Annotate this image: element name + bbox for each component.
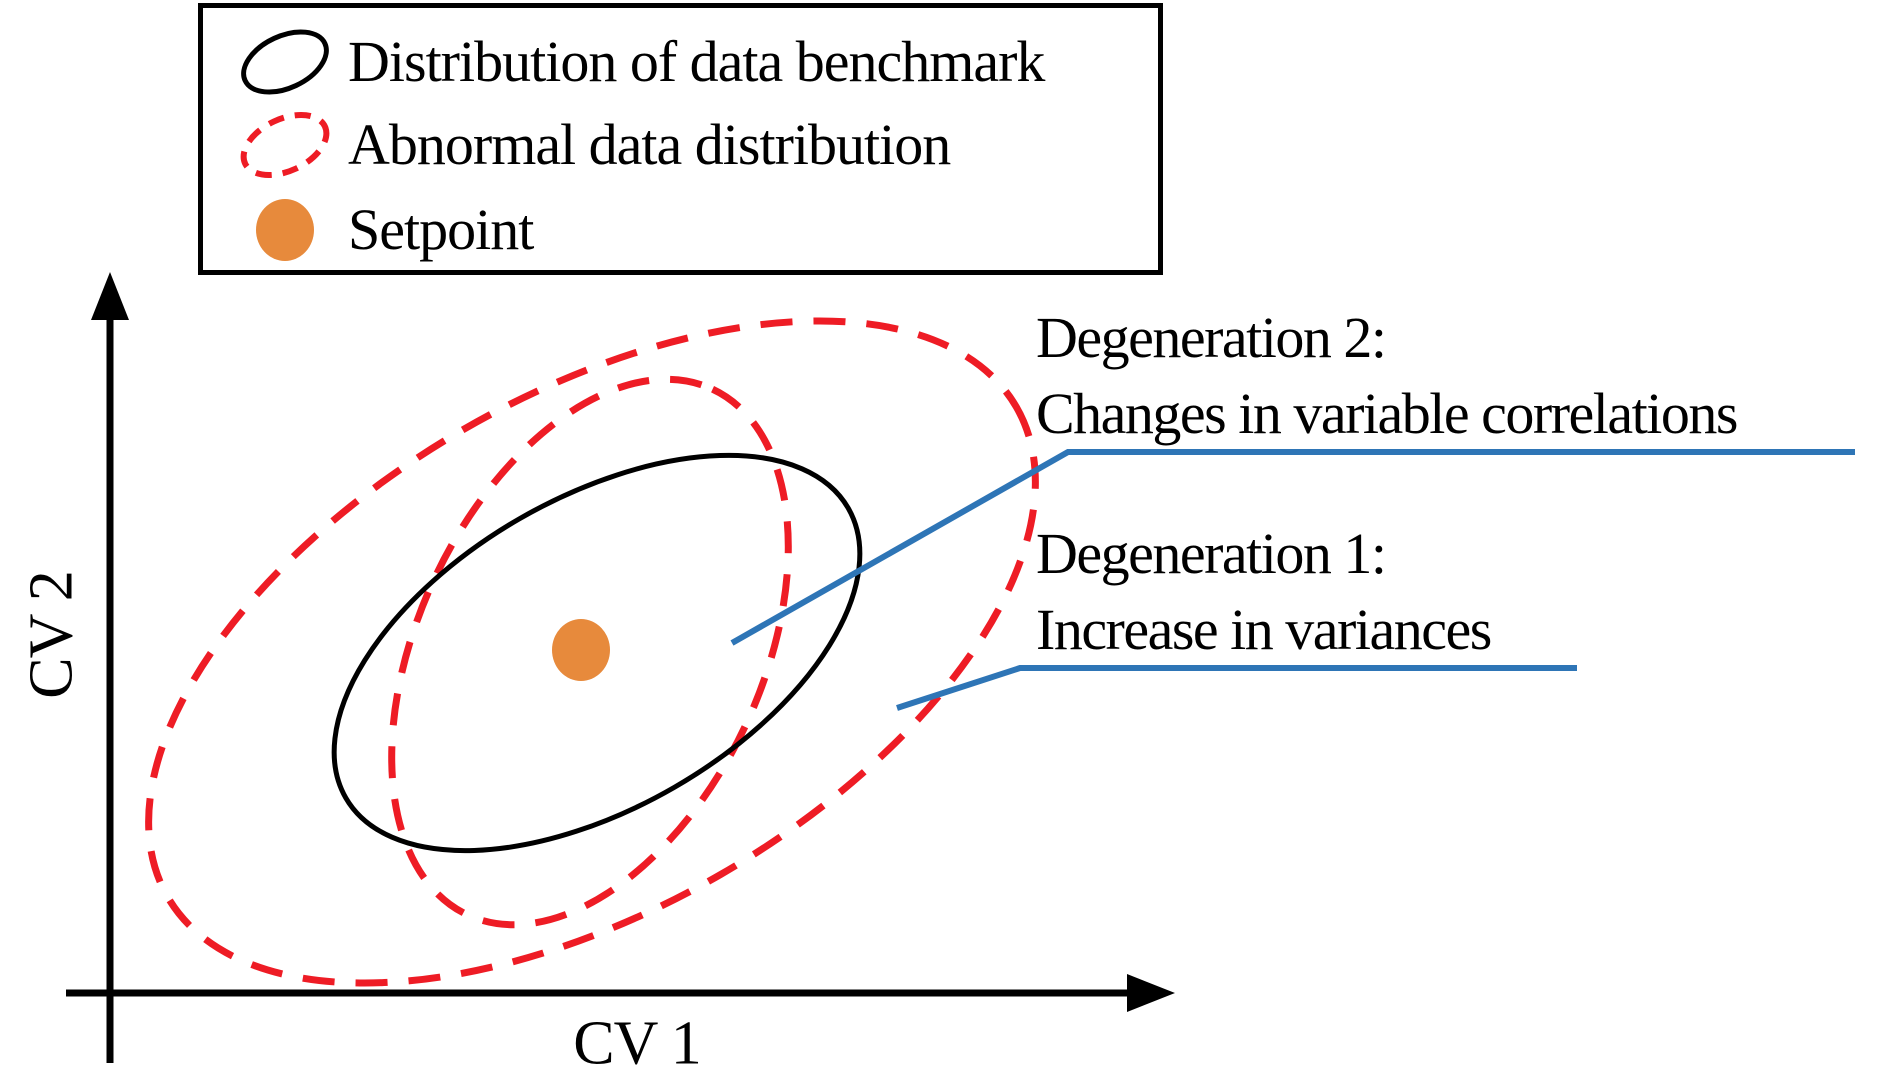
benchmark-ellipse [331,452,863,854]
setpoint-circle-icon [225,196,345,264]
annotation-degeneration-2: Degeneration 2: Changes in variable corr… [1036,300,1738,452]
annotation-degeneration-1-title: Degeneration 1: [1036,521,1387,586]
annotation-degeneration-2-description: Changes in variable correlations [1036,381,1738,446]
x-axis-arrowhead-icon [1127,974,1175,1012]
annotation-degeneration-1: Degeneration 1: Increase in variances [1036,516,1492,668]
legend-label-benchmark: Distribution of data benchmark [348,29,1045,94]
y-axis-arrowhead-icon [91,272,129,320]
x-axis-label: CV 1 [573,1009,702,1078]
abnormal-variance-ellipse [145,317,1039,987]
legend: Distribution of data benchmark Abnormal … [198,3,1163,275]
legend-label-setpoint: Setpoint [348,197,534,262]
legend-item-setpoint: Setpoint [203,187,1158,273]
abnormal-dashed-ellipse-icon [225,106,345,184]
callout-line-degeneration-1 [896,665,1577,711]
legend-label-abnormal: Abnormal data distribution [348,112,951,177]
y-axis-label: CV 2 [17,571,86,699]
annotation-degeneration-1-description: Increase in variances [1036,597,1492,662]
setpoint-dot [552,619,610,681]
legend-item-benchmark: Distribution of data benchmark [203,19,1158,105]
callout-line-degeneration-2 [730,449,1855,646]
annotation-degeneration-2-title: Degeneration 2: [1036,305,1387,370]
legend-item-abnormal: Abnormal data distribution [203,102,1158,188]
abnormal-correlation-ellipse [388,375,792,929]
benchmark-ellipse-icon [225,23,345,101]
